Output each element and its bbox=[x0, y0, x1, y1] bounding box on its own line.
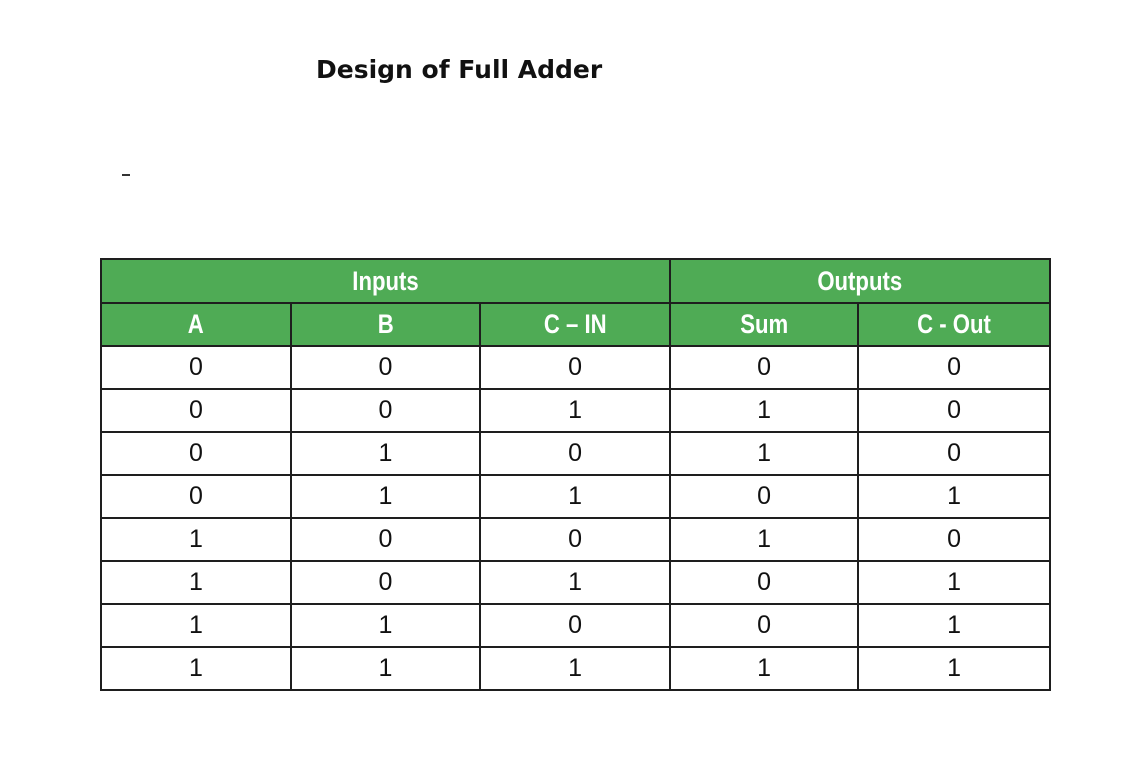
truth-table: Inputs Outputs A B C – IN Sum C - Out 0 … bbox=[99, 258, 1052, 691]
table-cell: 1 bbox=[290, 474, 481, 519]
table-cell: 0 bbox=[857, 431, 1052, 476]
table-cell: 1 bbox=[857, 474, 1052, 519]
table-cell: 1 bbox=[669, 431, 860, 476]
dash-mark bbox=[122, 174, 130, 176]
table-cell: 1 bbox=[669, 517, 860, 562]
table-cell: 1 bbox=[478, 474, 672, 519]
table-cell: 1 bbox=[100, 517, 292, 562]
table-cell: 0 bbox=[478, 431, 672, 476]
table-cell: 1 bbox=[478, 388, 672, 433]
table-cell: 1 bbox=[669, 388, 860, 433]
table-cell: 1 bbox=[290, 603, 481, 648]
outputs-group-header: Outputs bbox=[669, 258, 1052, 304]
table-cell: 1 bbox=[100, 560, 292, 605]
table-cell: 0 bbox=[857, 517, 1052, 562]
table-cell: 1 bbox=[478, 560, 672, 605]
table-cell: 1 bbox=[669, 646, 860, 691]
table-cell: 1 bbox=[100, 646, 292, 691]
table-row: 1 1 1 1 1 bbox=[100, 646, 1052, 691]
inputs-group-header: Inputs bbox=[99, 258, 672, 304]
table-cell: 0 bbox=[290, 517, 481, 562]
table-cell: 0 bbox=[100, 474, 292, 519]
table-cell: 1 bbox=[857, 560, 1052, 605]
table-row: 1 0 0 1 0 bbox=[100, 517, 1052, 562]
table-cell: 0 bbox=[857, 388, 1052, 433]
group-header-row: Inputs Outputs bbox=[99, 258, 1052, 304]
column-header-sum: Sum bbox=[669, 302, 860, 347]
column-header-c-in: C – IN bbox=[478, 302, 672, 347]
table-cell: 0 bbox=[669, 474, 860, 519]
table-cell: 0 bbox=[478, 603, 672, 648]
table-row: 0 0 0 0 0 bbox=[100, 345, 1052, 390]
table-cell: 0 bbox=[290, 560, 481, 605]
table-cell: 1 bbox=[290, 646, 481, 691]
table-row: 1 1 0 0 1 bbox=[100, 603, 1052, 648]
column-header-a: A bbox=[100, 302, 292, 347]
table-cell: 0 bbox=[669, 345, 860, 390]
table-cell: 0 bbox=[857, 345, 1052, 390]
table-cell: 1 bbox=[857, 603, 1052, 648]
table-body: 0 0 0 0 0 0 0 1 1 0 0 1 0 1 0 0 1 1 0 1 bbox=[100, 345, 1052, 691]
table-cell: 1 bbox=[478, 646, 672, 691]
table-cell: 0 bbox=[478, 345, 672, 390]
column-header-row: A B C – IN Sum C - Out bbox=[100, 302, 1052, 347]
table-cell: 0 bbox=[100, 431, 292, 476]
table-row: 0 0 1 1 0 bbox=[100, 388, 1052, 433]
column-header-b: B bbox=[290, 302, 481, 347]
table-cell: 0 bbox=[100, 345, 292, 390]
table-cell: 1 bbox=[290, 431, 481, 476]
table-cell: 0 bbox=[100, 388, 292, 433]
table-row: 0 1 0 1 0 bbox=[100, 431, 1052, 476]
table-row: 0 1 1 0 1 bbox=[100, 474, 1052, 519]
column-header-c-out: C - Out bbox=[857, 302, 1052, 347]
table-cell: 0 bbox=[669, 560, 860, 605]
table-cell: 1 bbox=[857, 646, 1052, 691]
table-cell: 0 bbox=[478, 517, 672, 562]
table-row: 1 0 1 0 1 bbox=[100, 560, 1052, 605]
table-cell: 0 bbox=[669, 603, 860, 648]
table-cell: 0 bbox=[290, 345, 481, 390]
page-title: Design of Full Adder bbox=[316, 55, 603, 84]
table-cell: 0 bbox=[290, 388, 481, 433]
table-cell: 1 bbox=[100, 603, 292, 648]
